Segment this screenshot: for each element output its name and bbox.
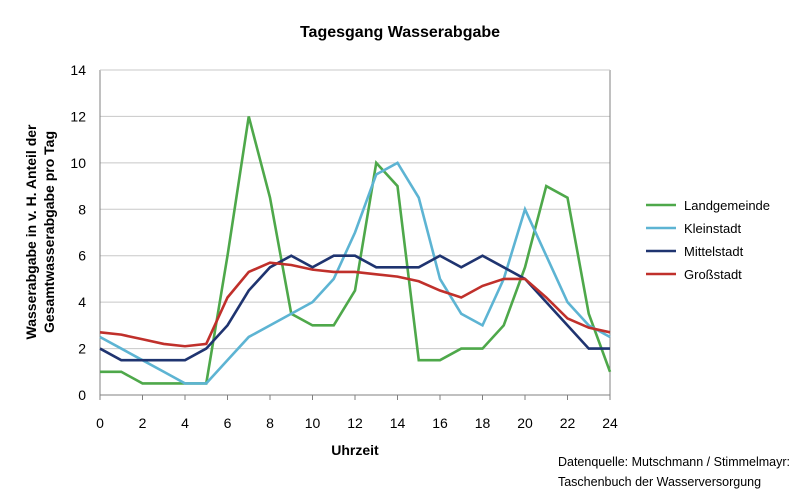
- legend-label: Landgemeinde: [684, 198, 770, 213]
- x-tick-label: 10: [305, 415, 321, 431]
- y-tick-label: 2: [78, 341, 86, 357]
- legend-label: Mittelstadt: [684, 244, 744, 259]
- x-tick-label: 18: [475, 415, 491, 431]
- y-axis-title-line2: Gesamtwasserabgabe pro Tag: [41, 131, 57, 333]
- legend: Landgemeinde Kleinstadt Mittelstadt Großsta…: [646, 198, 770, 282]
- series-line-kleinstadt: [99, 161, 611, 385]
- x-tick-label: 12: [347, 415, 363, 431]
- x-tick-label: 6: [224, 415, 232, 431]
- data-source-note: Datenquelle: Mutschmann / Stimmelmayr: T…: [558, 452, 790, 492]
- x-tick-label: 2: [139, 415, 147, 431]
- y-tick-label: 8: [78, 201, 86, 217]
- x-tick-label: 4: [181, 415, 189, 431]
- x-tick-label: 16: [432, 415, 448, 431]
- chart-title: Tagesgang Wasserabgabe: [300, 24, 500, 41]
- series-lines: [99, 116, 612, 385]
- y-tick-label: 4: [78, 294, 86, 310]
- x-tick-label: 0: [96, 415, 104, 431]
- source-line-1: Datenquelle: Mutschmann / Stimmelmayr:: [557, 455, 790, 469]
- y-tick-label: 12: [70, 108, 86, 124]
- x-tick-label: 24: [602, 415, 618, 431]
- y-tick-label: 10: [70, 155, 86, 171]
- gridlines: [100, 69, 610, 350]
- y-tick-label: 14: [70, 62, 86, 78]
- legend-label: Großstadt: [684, 267, 742, 282]
- y-tick-label: 6: [78, 248, 86, 264]
- x-axis-title: Uhrzeit: [331, 442, 379, 458]
- y-axis-title-line1: Wasserabgabe in v. H. Anteil der: [23, 124, 39, 340]
- y-tick-labels: 0 2 4 6 8 10 12 14: [70, 62, 86, 403]
- y-axis-title: Wasserabgabe in v. H. Anteil der Gesamtw…: [23, 124, 57, 340]
- series-line-landgemeinde: [100, 116, 612, 385]
- series-line-großstadt: [99, 261, 611, 348]
- x-tick-label: 22: [560, 415, 576, 431]
- x-tick-label: 14: [390, 415, 406, 431]
- x-tick-label: 8: [266, 415, 274, 431]
- source-line-2: Taschenbuch der Wasserversorgung: [557, 475, 762, 489]
- y-tick-label: 0: [78, 387, 86, 403]
- x-tick-labels: 0 2 4 6 8 10 12 14 16 18 20 22 24: [96, 415, 618, 431]
- x-tick-label: 20: [517, 415, 533, 431]
- legend-label: Kleinstadt: [684, 221, 741, 236]
- axes: [99, 69, 611, 400]
